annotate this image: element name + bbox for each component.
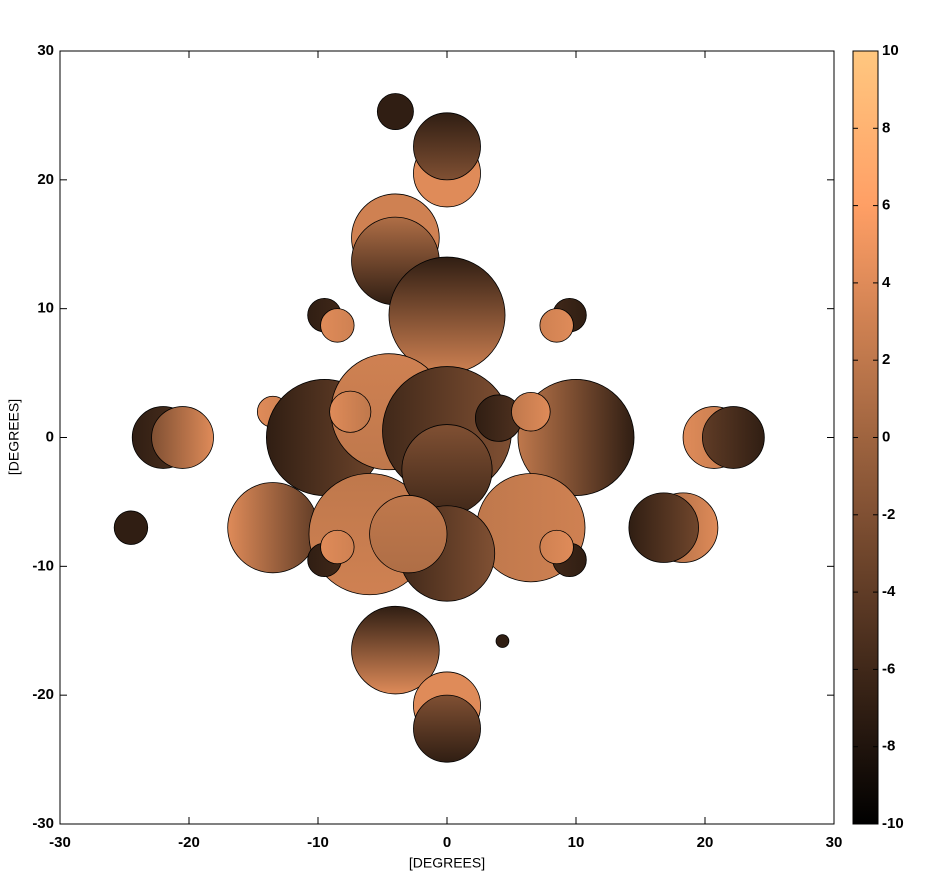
colorbar-tick-label: -6 xyxy=(882,660,895,677)
colorbar-tick-label: -2 xyxy=(882,506,895,523)
colorbar-tick-label: 8 xyxy=(882,119,890,136)
blob xyxy=(351,605,440,695)
y-tick-label: 20 xyxy=(37,171,54,188)
colorbar-tick-label: 6 xyxy=(882,197,890,214)
x-axis-label: [DEGREES] xyxy=(409,855,485,871)
y-tick-label: -20 xyxy=(32,686,54,703)
blob xyxy=(376,93,414,131)
blob xyxy=(388,256,506,374)
x-tick-label: -20 xyxy=(178,834,200,851)
blob xyxy=(329,390,372,433)
y-axis-label: [DEGREES] xyxy=(6,399,22,475)
colorbar-tick-label: -8 xyxy=(882,738,895,755)
blob xyxy=(495,634,510,648)
blob xyxy=(320,308,355,343)
x-tick-label: -10 xyxy=(307,834,329,851)
colorbar-tick-label: -10 xyxy=(882,815,904,832)
x-tick-label: -30 xyxy=(49,834,71,851)
y-tick-label: -30 xyxy=(32,815,54,832)
blob xyxy=(151,406,214,469)
blob xyxy=(113,510,149,545)
y-tick-label: -10 xyxy=(32,557,54,574)
colorbar-tick-label: 10 xyxy=(882,42,899,59)
colorbar-tick-label: 0 xyxy=(882,428,890,445)
x-tick-label: 30 xyxy=(826,834,843,851)
blob xyxy=(539,529,574,565)
blob xyxy=(628,492,699,563)
blob xyxy=(511,391,551,432)
blob xyxy=(702,406,765,469)
blob-layer xyxy=(113,93,765,763)
blob xyxy=(539,308,574,343)
y-tick-label: 10 xyxy=(37,300,54,317)
blob xyxy=(413,694,481,763)
y-tick-label: 0 xyxy=(46,428,54,445)
colorbar-tick-label: 4 xyxy=(882,274,891,291)
blob xyxy=(413,112,481,181)
x-tick-label: 10 xyxy=(568,834,585,851)
colorbar-tick-label: 2 xyxy=(882,351,890,368)
blob xyxy=(227,482,319,574)
colorbar-tick-label: -4 xyxy=(882,583,896,600)
x-tick-label: 0 xyxy=(443,834,451,851)
blob xyxy=(369,495,448,574)
y-tick-label: 30 xyxy=(37,42,54,59)
blob xyxy=(320,529,355,565)
x-tick-label: 20 xyxy=(697,834,714,851)
